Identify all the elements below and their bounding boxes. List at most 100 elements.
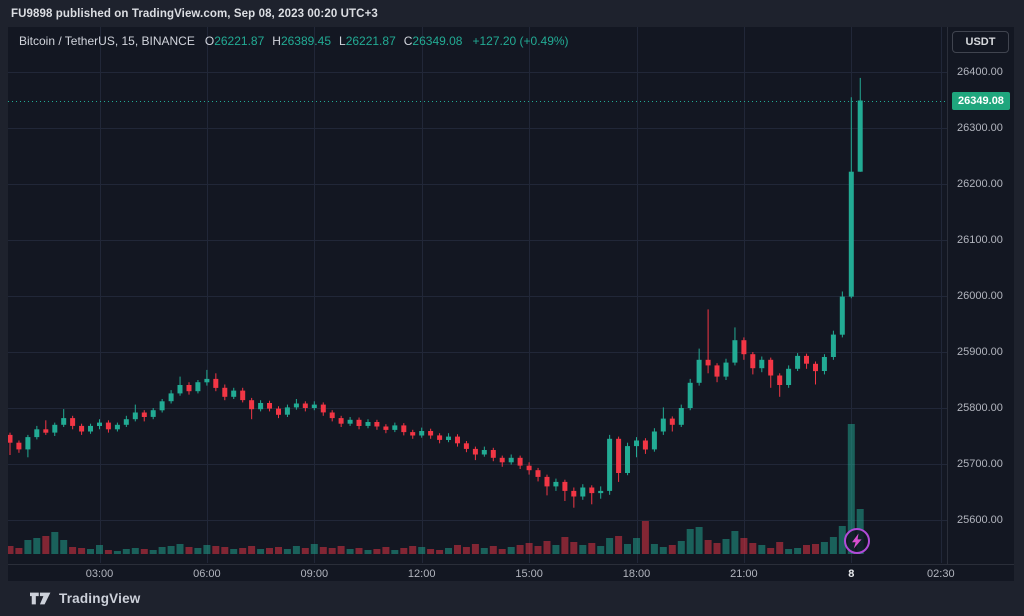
volume-bar — [301, 548, 309, 554]
volume-bar — [15, 548, 23, 554]
candle-body — [821, 357, 827, 371]
volume-bar — [731, 531, 739, 554]
candle-body — [669, 418, 675, 425]
candle-body — [428, 431, 434, 436]
candle-body — [741, 340, 747, 355]
candle-body — [186, 385, 192, 392]
volume-bar — [346, 549, 354, 554]
candle-body — [150, 410, 156, 417]
volume-bar — [829, 537, 837, 554]
ohlc-open: O26221.87 — [204, 34, 265, 48]
candle-body — [642, 440, 648, 450]
volume-bar — [418, 547, 426, 554]
volume-bar — [677, 541, 685, 554]
candle-body — [204, 378, 210, 383]
volume-bar — [597, 546, 605, 554]
attribution-bar: FU9898 published on TradingView.com, Sep… — [0, 0, 1024, 27]
candle-body — [795, 355, 801, 369]
volume-bar — [400, 548, 408, 554]
candle-body — [105, 422, 111, 430]
candle-body — [222, 387, 228, 397]
candle-body — [97, 422, 102, 426]
candle-body — [284, 407, 290, 415]
candle-body — [517, 457, 523, 466]
candle-body — [311, 404, 317, 408]
volume-bar — [758, 545, 766, 554]
volume-bar — [838, 526, 846, 554]
volume-bar — [471, 544, 479, 554]
volume-bar — [534, 546, 542, 554]
candle-body — [88, 425, 93, 432]
candle-body — [687, 382, 693, 408]
last-price-badge: 26349.08 — [952, 91, 1010, 110]
volume-bar — [498, 549, 506, 554]
time-axis-label: 09:00 — [300, 568, 329, 580]
time-axis-label: 02:30 — [927, 568, 955, 580]
candle-body — [320, 404, 326, 413]
price-axis[interactable]: USDT 26349.08 26400.00 26300.00 26200.00 26… — [947, 27, 1014, 564]
time-axis-label: 12:00 — [407, 568, 436, 580]
volume-bar — [409, 546, 417, 554]
candle-body — [678, 408, 684, 425]
candle-body — [455, 436, 460, 444]
candle-body — [499, 457, 505, 463]
candle-body — [634, 440, 639, 447]
candle-body — [8, 434, 13, 443]
price-change: +127.20 (+0.49%) — [472, 34, 569, 48]
candle-body — [759, 359, 765, 369]
volume-bar — [221, 547, 229, 554]
volume-bar — [445, 548, 452, 554]
footer: TradingView — [0, 581, 1024, 616]
volume-bar — [275, 547, 282, 554]
candle-body — [625, 446, 630, 473]
candle-body — [43, 429, 49, 433]
candle-body — [472, 448, 478, 455]
volume-bar — [149, 550, 157, 554]
volume-bar — [570, 542, 578, 554]
volume-bar — [525, 543, 533, 554]
candle-body — [732, 340, 738, 363]
candle-body — [410, 432, 416, 436]
legend: Bitcoin / TetherUS, 15, BINANCE O26221.8… — [19, 34, 569, 48]
candle-body — [553, 481, 559, 487]
price-axis-label: 26100.00 — [957, 233, 1003, 246]
candle-body — [356, 419, 362, 426]
candle-body — [293, 403, 299, 408]
volume-bar — [579, 545, 587, 554]
volume-bar — [158, 547, 166, 554]
volume-bar — [185, 547, 193, 554]
volume-bar — [480, 548, 488, 554]
volume-bar — [328, 548, 336, 554]
candle-body — [383, 426, 389, 430]
candle-body — [365, 422, 371, 426]
lightning-icon[interactable] — [843, 527, 871, 555]
candle-body — [768, 359, 774, 376]
price-axis-label: 25600.00 — [957, 513, 1003, 526]
candle-body — [786, 368, 792, 385]
candle-body — [839, 296, 845, 335]
candle-body — [132, 412, 138, 420]
candle-body — [490, 450, 496, 458]
volume-bar — [624, 544, 631, 554]
volume-bar — [820, 542, 828, 554]
tradingview-brand[interactable]: TradingView — [59, 591, 141, 606]
candle-body — [598, 490, 604, 494]
candle-body — [401, 425, 407, 433]
candle-body — [52, 424, 58, 433]
volume-bar — [24, 540, 32, 554]
candle-body — [535, 470, 541, 477]
currency-toggle-button[interactable]: USDT — [952, 31, 1009, 53]
volume-bar — [87, 549, 94, 554]
time-axis-label: 18:00 — [622, 568, 651, 580]
volume-bar — [686, 529, 694, 554]
volume-bar — [588, 543, 596, 554]
candle-body — [240, 390, 246, 401]
tradingview-logo-icon[interactable] — [30, 591, 51, 606]
time-axis[interactable]: 03:00 06:00 09:00 12:00 15:00 18:00 21:00 8 02:3… — [8, 564, 1014, 581]
candle-body — [114, 424, 120, 430]
volume-bar — [776, 542, 784, 554]
candlestick-chart[interactable] — [8, 27, 947, 564]
volume-bar — [176, 544, 184, 554]
candle-body — [61, 418, 67, 425]
volume-bar — [248, 546, 256, 554]
